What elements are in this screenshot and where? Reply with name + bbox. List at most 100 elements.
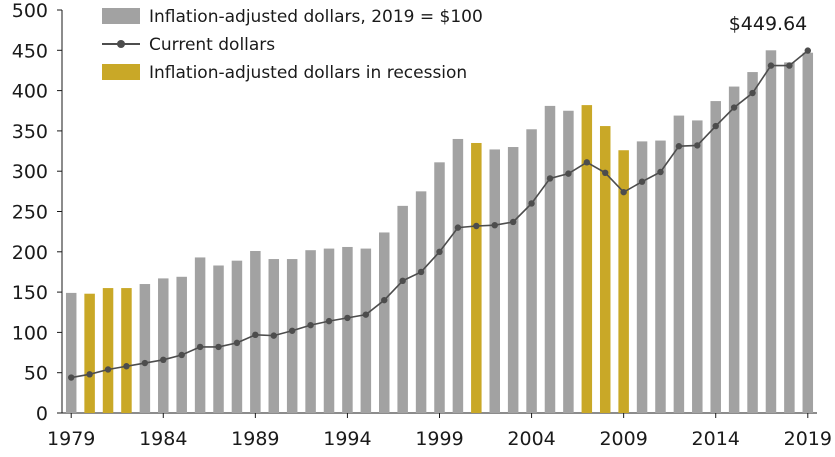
point-1997 — [399, 277, 406, 285]
x-tick-label-1994: 1994 — [323, 428, 371, 450]
bar-1994 — [342, 246, 353, 413]
y-tick-label-300: 300 — [12, 161, 48, 183]
y-tick-label-400: 400 — [12, 81, 48, 103]
point-1991 — [288, 327, 296, 334]
bar-1984 — [158, 278, 169, 413]
point-2004 — [528, 200, 535, 207]
bar-1985 — [176, 276, 187, 413]
bar-1998 — [415, 191, 427, 413]
bars-layer — [65, 50, 814, 414]
point-1983 — [141, 359, 149, 367]
point-2017 — [767, 62, 775, 69]
point-2016 — [749, 89, 756, 97]
bar-1988 — [231, 260, 243, 413]
bar-2004 — [526, 129, 537, 414]
point-1999 — [436, 248, 443, 255]
bar-1995 — [360, 248, 372, 413]
bar-2006 — [563, 110, 574, 413]
legend-swatch-inflation-adjusted — [102, 8, 140, 24]
bar-1979 — [65, 292, 77, 413]
bar-2016 — [747, 72, 758, 413]
bar-2013 — [692, 120, 703, 414]
bar-2008 — [599, 126, 611, 413]
point-1982 — [123, 363, 130, 370]
bar-2007 — [581, 105, 593, 414]
point-2008 — [602, 169, 609, 177]
point-1980 — [86, 371, 93, 378]
y-tick-label-350: 350 — [12, 121, 48, 143]
point-1992 — [307, 321, 314, 329]
y-tick-label-500: 500 — [12, 0, 48, 22]
bar-2010 — [636, 141, 648, 413]
point-1996 — [381, 296, 388, 304]
bar-2005 — [544, 105, 556, 413]
x-tick-label-1999: 1999 — [415, 428, 463, 450]
point-2013 — [694, 142, 701, 149]
point-2006 — [565, 170, 572, 177]
point-1994 — [344, 314, 351, 322]
point-2000 — [454, 224, 462, 231]
bar-1981 — [102, 288, 114, 413]
x-tick-label-1984: 1984 — [139, 428, 187, 450]
bar-2001 — [471, 142, 482, 414]
point-1981 — [104, 366, 112, 373]
point-2015 — [730, 104, 738, 111]
bar-1992 — [305, 250, 316, 413]
y-tick-label-0: 0 — [36, 403, 48, 425]
bar-2015 — [728, 86, 740, 413]
point-2018 — [786, 62, 793, 69]
x-tick-label-2004: 2004 — [507, 428, 555, 450]
bar-1980 — [84, 293, 95, 413]
legend-label-recession: Inflation-adjusted dollars in recession — [149, 63, 467, 83]
point-2005 — [546, 175, 554, 182]
y-tick-label-150: 150 — [12, 282, 48, 304]
point-2002 — [491, 222, 498, 229]
point-1993 — [325, 317, 333, 325]
point-2019 — [804, 47, 811, 54]
point-2003 — [509, 218, 517, 226]
x-tick-label-2014: 2014 — [692, 428, 740, 450]
bar-2000 — [452, 138, 464, 413]
x-tick-label-2009: 2009 — [599, 428, 647, 450]
y-tick-label-100: 100 — [12, 322, 48, 344]
ticks-layer: 0 50 100 150 200 250 300 350 400 450 500 1979 1984 19… — [12, 0, 832, 450]
point-1998 — [417, 268, 425, 276]
point-2001 — [473, 222, 480, 230]
bar-1991 — [286, 259, 298, 413]
bar-2014 — [710, 101, 721, 413]
bar-1982 — [121, 288, 132, 413]
point-1979 — [68, 374, 75, 381]
bar-1996 — [379, 232, 390, 413]
x-tick-label-1989: 1989 — [231, 428, 279, 450]
bar-1983 — [139, 284, 151, 413]
point-1989 — [252, 331, 259, 339]
bar-2017 — [765, 50, 777, 414]
line-layer — [68, 47, 811, 381]
legend-label-current-dollars: Current dollars — [149, 35, 275, 55]
bar-2018 — [784, 62, 795, 413]
bar-2011 — [655, 140, 666, 413]
bar-1987 — [213, 265, 224, 413]
point-2009 — [620, 188, 627, 196]
legend-label-inflation-adjusted: Inflation-adjusted dollars, 2019 = $100 — [149, 7, 483, 27]
x-tick-label-1979: 1979 — [47, 428, 95, 450]
point-2007 — [583, 159, 591, 166]
point-2010 — [638, 178, 646, 185]
point-1984 — [160, 356, 167, 363]
y-tick-label-200: 200 — [12, 242, 48, 264]
y-tick-label-450: 450 — [12, 40, 48, 62]
bar-1997 — [397, 205, 408, 413]
annotation-final-value: $449.64 — [729, 13, 808, 35]
bar-2019 — [802, 52, 814, 413]
bar-1999 — [434, 162, 445, 413]
point-1995 — [362, 311, 370, 318]
point-2012 — [675, 143, 683, 150]
x-tick-label-2019: 2019 — [784, 428, 832, 450]
legend-swatch-current-dollars-marker — [117, 40, 125, 48]
bar-1986 — [194, 257, 206, 413]
bar-1993 — [323, 248, 335, 413]
legend-swatch-recession — [102, 64, 140, 80]
bar-2003 — [507, 147, 519, 413]
point-1990 — [270, 332, 277, 339]
